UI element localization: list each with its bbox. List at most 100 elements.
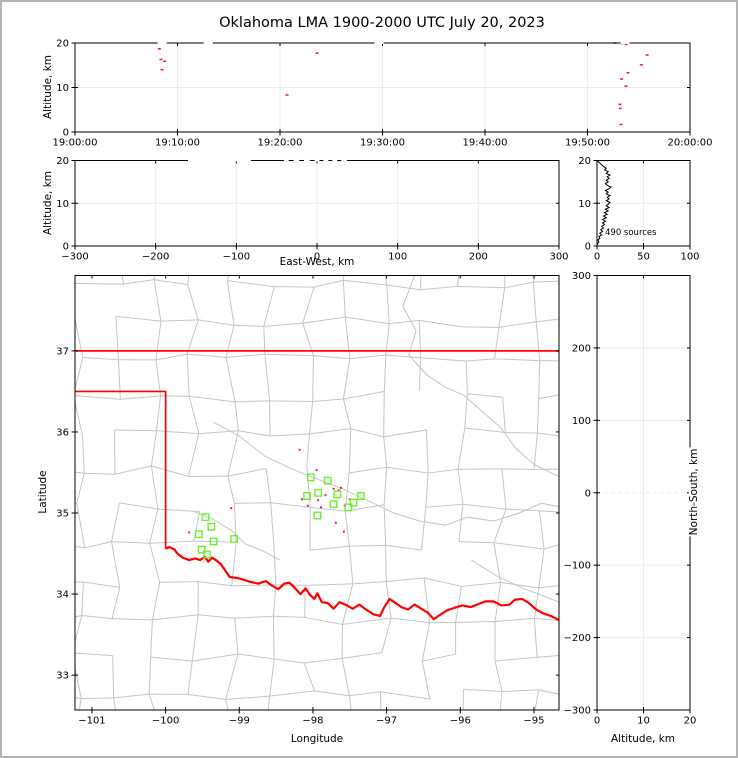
svg-text:19:20:00: 19:20:00: [258, 138, 303, 149]
lma-source-marker: [188, 531, 191, 534]
svg-text:100: 100: [680, 252, 699, 263]
svg-text:−95: −95: [523, 716, 544, 727]
svg-text:−100: −100: [223, 252, 250, 263]
lma-source-marker: [618, 103, 622, 106]
panel-time_height: [75, 43, 690, 132]
svg-text:300: 300: [549, 252, 568, 263]
ew-height-x-axis-label: East-West, km: [279, 255, 355, 268]
flash-marker: [303, 492, 312, 500]
lma-source-marker: [285, 94, 289, 96]
flash-marker: [356, 492, 365, 500]
flash-marker: [207, 522, 216, 531]
map-content: [75, 275, 559, 710]
svg-text:−99: −99: [229, 716, 250, 727]
svg-text:10: 10: [56, 83, 69, 94]
svg-text:19:10:00: 19:10:00: [155, 138, 200, 149]
flash-marker: [313, 511, 322, 520]
svg-text:20: 20: [56, 156, 69, 167]
lma-source-marker: [324, 494, 327, 497]
svg-text:19:50:00: 19:50:00: [565, 138, 610, 149]
svg-text:35: 35: [56, 509, 69, 520]
panel-frame-ew_altitude: −300 −200 −100 0 100 200 300 0 10 20: [56, 156, 568, 263]
lma-source-marker: [332, 487, 335, 490]
svg-text:20:00:00: 20:00:00: [668, 138, 713, 149]
svg-text:200: 200: [572, 343, 591, 354]
svg-text:19:00:00: 19:00:00: [53, 138, 98, 149]
svg-text:19:30:00: 19:30:00: [360, 138, 405, 149]
ns-height-y-axis-label: North-South, km: [687, 447, 700, 537]
top-spine-gaps: [187, 159, 347, 162]
flash-marker: [314, 488, 323, 497]
panel-frame-ns_altitude: 0 10 20 −300 −200 −100 0 100 200 300: [564, 271, 697, 727]
svg-text:36: 36: [56, 427, 69, 438]
lma-source-marker: [315, 52, 319, 55]
lma-source-marker: [315, 469, 318, 472]
lma-source-marker: [624, 43, 628, 46]
svg-text:0: 0: [594, 716, 600, 727]
ns-height-x-axis-label: Altitude, km: [610, 732, 676, 745]
svg-text:20: 20: [684, 716, 697, 727]
svg-text:0: 0: [585, 242, 591, 253]
flash-marker: [333, 490, 342, 499]
flash-marker: [329, 500, 338, 509]
flash-marker: [230, 535, 239, 543]
svg-text:50: 50: [637, 252, 650, 263]
svg-text:−300: −300: [564, 706, 591, 717]
flash-marker: [323, 476, 332, 485]
panel-altitude_histogram: [597, 160, 690, 246]
flash-marker: [197, 545, 206, 554]
svg-text:20: 20: [56, 39, 69, 50]
lma-source-marker: [160, 68, 164, 71]
svg-text:100: 100: [572, 416, 591, 427]
lma-source-marker: [620, 78, 624, 80]
svg-text:−101: −101: [78, 716, 105, 727]
map-flash-squares: [194, 473, 365, 559]
lma-source-marker: [334, 521, 337, 524]
time-height-points: [157, 42, 649, 126]
panel-frame-plan_map: −101 −100 −99 −98 −97 −96 −95 33 34 35 36 37: [56, 275, 560, 727]
svg-text:37: 37: [56, 346, 69, 357]
river-lines: [193, 275, 559, 603]
lma-source-marker: [639, 64, 643, 66]
time-height-y-axis-label: Altitude, km: [41, 54, 54, 120]
svg-text:300: 300: [572, 271, 591, 282]
lma-source-marker: [645, 54, 649, 56]
svg-text:−97: −97: [376, 716, 397, 727]
svg-text:10: 10: [56, 199, 69, 210]
lma-source-marker: [306, 504, 309, 507]
figure-title: Oklahoma LMA 1900-2000 UTC July 20, 2023: [219, 14, 545, 31]
ew-height-y-axis-label: Altitude, km: [41, 170, 54, 236]
lma-source-marker: [300, 498, 303, 501]
top-spine-gaps: [157, 42, 630, 44]
lma-source-marker: [624, 85, 628, 87]
svg-text:10: 10: [637, 716, 650, 727]
svg-text:−96: −96: [450, 716, 471, 727]
svg-text:20: 20: [578, 156, 591, 167]
svg-text:−100: −100: [564, 561, 591, 572]
source-histogram-line: [596, 160, 612, 246]
lma-source-marker: [230, 507, 233, 510]
svg-text:−100: −100: [152, 716, 179, 727]
lma-source-marker: [320, 506, 323, 509]
svg-text:100: 100: [388, 252, 407, 263]
lma-source-marker: [298, 448, 301, 451]
flash-marker: [306, 473, 315, 482]
panel-ew_altitude: [75, 160, 559, 246]
county-lines: [75, 275, 559, 710]
svg-text:−300: −300: [61, 252, 88, 263]
panel-frame-altitude_histogram: 0 50 100 0 10 20: [578, 156, 699, 263]
lma-source-marker: [337, 489, 340, 492]
lma-source-marker: [339, 486, 342, 489]
map-y-axis-label: Latitude: [36, 470, 49, 514]
flash-marker: [201, 513, 210, 522]
svg-text:−200: −200: [564, 633, 591, 644]
panel-ns_altitude: [597, 275, 690, 710]
lma-source-marker: [342, 530, 345, 533]
lma-source-marker: [163, 60, 167, 63]
svg-text:0: 0: [594, 252, 600, 263]
state-border-line: [75, 350, 559, 622]
svg-text:−200: −200: [142, 252, 169, 263]
lma-source-marker: [157, 47, 161, 50]
lma-source-marker: [618, 107, 622, 110]
